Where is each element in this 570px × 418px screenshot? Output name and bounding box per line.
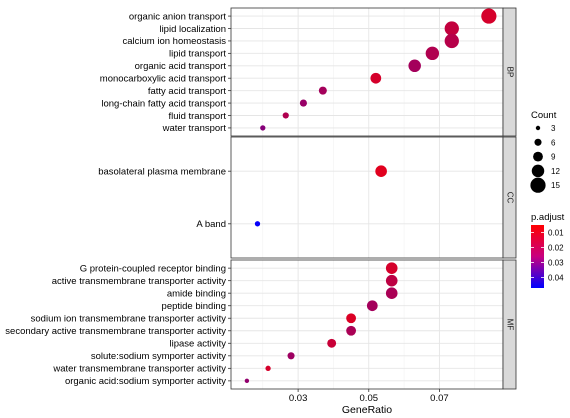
y-tick-label: organic acid transport [135, 61, 227, 72]
legend-size-key [534, 138, 542, 146]
y-tick-label: active transmembrane transporter activit… [52, 276, 226, 287]
data-point [318, 86, 327, 95]
facet-strip-label: BP [505, 67, 514, 78]
legend-colorbar-label: 0.03 [548, 259, 564, 268]
x-axis-title: GeneRatio [342, 404, 392, 416]
data-point [375, 165, 387, 177]
y-tick-label: monocarboxylic acid transport [100, 74, 227, 85]
data-point [370, 72, 382, 84]
data-point [366, 300, 378, 312]
facet-strip [502, 259, 517, 390]
y-tick-label: lipid localization [159, 24, 226, 35]
panel-background [231, 260, 503, 389]
y-tick-label: A band [196, 219, 226, 230]
data-point [327, 338, 337, 348]
y-tick-label: organic anion transport [129, 11, 227, 22]
legend-colorbar-label: 0.02 [548, 244, 564, 253]
y-tick-label: water transport [162, 123, 227, 134]
data-point [385, 262, 398, 274]
y-tick-label: G protein-coupled receptor binding [80, 263, 226, 274]
facet-strip [502, 7, 517, 137]
y-tick-label: solute:sodium symporter activity [91, 351, 226, 362]
facet-strip-label: MF [505, 319, 514, 331]
legend-size-key [531, 164, 545, 178]
y-tick-label: long-chain fatty acid transport [101, 98, 226, 109]
data-point [346, 313, 357, 324]
legend-size-key [535, 125, 541, 131]
y-tick-label: calcium ion homeostasis [123, 36, 227, 47]
legend-size-label: 9 [551, 153, 556, 162]
y-tick-label: fatty acid transport [148, 86, 227, 97]
data-point [444, 21, 459, 36]
data-point [287, 352, 295, 360]
data-point [254, 221, 261, 227]
legend-colorbar-label: 0.01 [548, 229, 564, 238]
x-tick-label: 0.03 [289, 393, 308, 404]
x-tick-label: 0.05 [360, 393, 379, 404]
y-tick-label: water transmembrane transporter activity [52, 364, 226, 375]
y-tick-label: amide binding [167, 288, 226, 299]
data-point [385, 287, 398, 299]
y-tick-label: peptide binding [162, 301, 226, 312]
legend-colorbar-label: 0.04 [548, 274, 564, 283]
y-tick-label: lipase activity [170, 339, 227, 350]
y-tick-label: lipid transport [169, 49, 226, 60]
y-tick-label: secondary active transmembrane transport… [5, 326, 226, 337]
legend-size-key [530, 177, 546, 193]
data-point [299, 99, 307, 107]
legend-size-label: 12 [551, 167, 560, 176]
legend-size-key [533, 151, 543, 162]
y-tick-label: basolateral plasma membrane [98, 166, 226, 177]
data-point [265, 365, 271, 371]
data-point [244, 378, 250, 384]
legend-color-title: p.adjust [531, 212, 565, 223]
legend-size-title: Count [531, 110, 557, 121]
data-point [260, 125, 266, 131]
y-tick-label: sodium ion transmembrane transporter act… [31, 314, 227, 325]
data-point [425, 46, 440, 61]
y-tick-label: fluid transport [168, 111, 226, 122]
legend-size-label: 6 [551, 138, 556, 147]
legend-size-label: 3 [551, 124, 556, 133]
data-point [481, 8, 497, 24]
data-point [282, 112, 289, 119]
panel-background [231, 137, 503, 258]
facet-strip [502, 136, 517, 259]
data-point [346, 325, 357, 336]
legend-size-label: 15 [551, 181, 560, 190]
legend-colorbar [531, 225, 544, 288]
data-point [408, 59, 421, 73]
facet-strip-label: CC [505, 192, 514, 204]
data-point [385, 274, 398, 287]
y-tick-label: organic acid:sodium symporter activity [65, 376, 226, 387]
x-tick-label: 0.07 [430, 393, 449, 404]
data-point [444, 33, 459, 49]
panel-background [231, 8, 503, 136]
